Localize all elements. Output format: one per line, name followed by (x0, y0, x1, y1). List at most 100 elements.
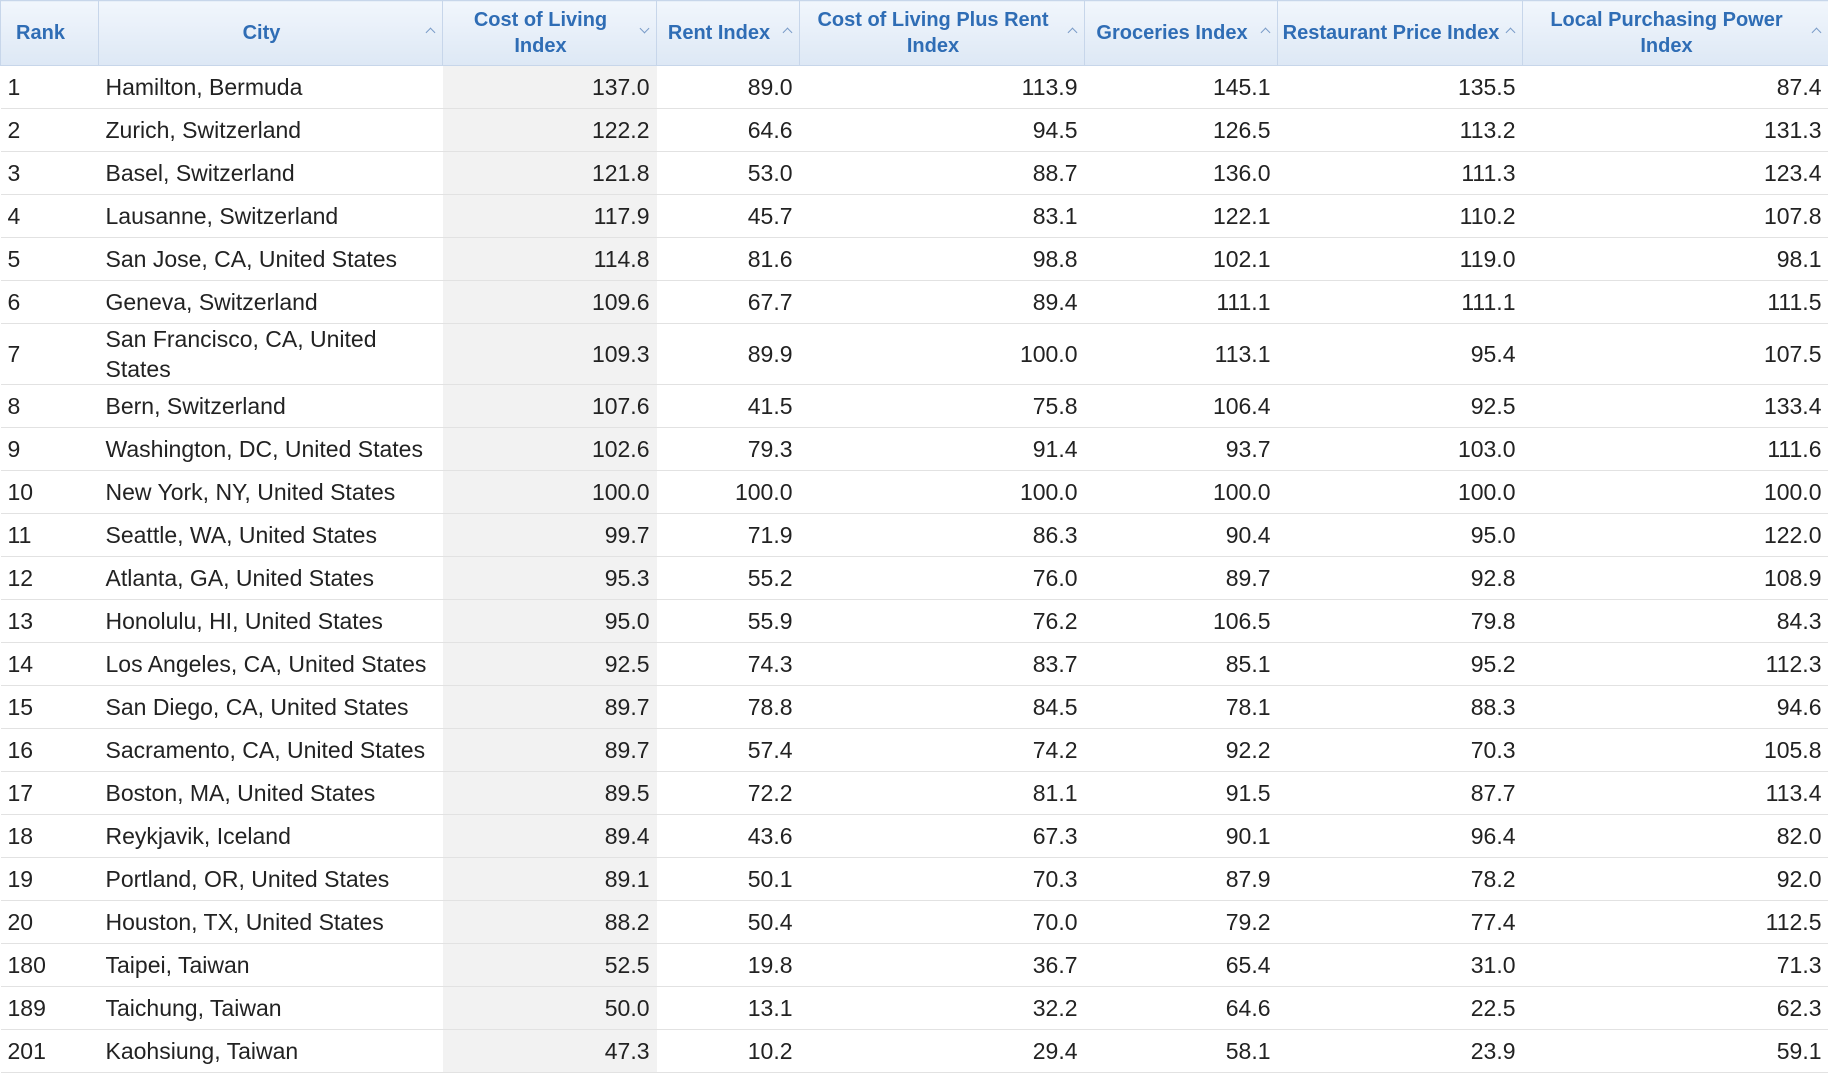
column-header[interactable]: Groceries Index (1084, 0, 1278, 66)
table-row: 14 Los Angeles, CA, United States 92.5 74.3… (0, 642, 1828, 686)
city-cell: San Diego, CA, United States (98, 685, 443, 729)
index-cell: 31.0 (1277, 943, 1523, 987)
index-cell: 67.7 (656, 280, 800, 324)
city-cell: Lausanne, Switzerland (98, 194, 443, 238)
index-cell: 90.4 (1084, 513, 1278, 557)
index-cell: 29.4 (799, 1029, 1085, 1073)
column-header[interactable]: Rent Index (656, 0, 800, 66)
index-cell: 113.4 (1522, 771, 1828, 815)
index-cell: 111.6 (1522, 427, 1828, 471)
column-header[interactable]: Cost of Living Plus Rent Index (799, 0, 1085, 66)
index-cell: 100.0 (1084, 470, 1278, 514)
index-cell: 112.5 (1522, 900, 1828, 944)
index-cell: 19.8 (656, 943, 800, 987)
column-header[interactable]: Restaurant Price Index (1277, 0, 1523, 66)
table-row: 189 Taichung, Taiwan 50.0 13.1 32.2 64.6 22.5 6… (0, 986, 1828, 1030)
index-cell: 102.6 (442, 427, 657, 471)
city-cell: Hamilton, Bermuda (98, 65, 443, 109)
index-cell: 106.4 (1084, 384, 1278, 428)
index-cell: 50.1 (656, 857, 800, 901)
city-cell: Houston, TX, United States (98, 900, 443, 944)
index-cell: 81.6 (656, 237, 800, 281)
index-cell: 32.2 (799, 986, 1085, 1030)
index-cell: 122.1 (1084, 194, 1278, 238)
index-cell: 89.1 (442, 857, 657, 901)
index-cell: 64.6 (656, 108, 800, 152)
rank-cell: 7 (0, 323, 99, 385)
index-cell: 91.5 (1084, 771, 1278, 815)
city-cell: Reykjavik, Iceland (98, 814, 443, 858)
index-cell: 92.5 (1277, 384, 1523, 428)
index-cell: 112.3 (1522, 642, 1828, 686)
table-row: 8 Bern, Switzerland 107.6 41.5 75.8 106.4 92.5… (0, 384, 1828, 428)
table-row: 6 Geneva, Switzerland 109.6 67.7 89.4 111.1 11… (0, 280, 1828, 324)
index-cell: 41.5 (656, 384, 800, 428)
index-cell: 113.2 (1277, 108, 1523, 152)
index-cell: 91.4 (799, 427, 1085, 471)
index-cell: 122.0 (1522, 513, 1828, 557)
index-cell: 107.5 (1522, 323, 1828, 385)
rank-cell: 18 (0, 814, 99, 858)
index-cell: 100.0 (799, 470, 1085, 514)
index-cell: 81.1 (799, 771, 1085, 815)
header-row: Rank City Cost of Living Index Rent Index Co… (0, 0, 1828, 66)
column-header[interactable]: Local Purchasing Power Index (1522, 0, 1828, 66)
index-cell: 89.0 (656, 65, 800, 109)
city-cell: Kaohsiung, Taiwan (98, 1029, 443, 1073)
column-header[interactable]: City (98, 0, 443, 66)
index-cell: 71.3 (1522, 943, 1828, 987)
index-cell: 137.0 (442, 65, 657, 109)
index-cell: 76.2 (799, 599, 1085, 643)
index-cell: 89.5 (442, 771, 657, 815)
rank-cell: 8 (0, 384, 99, 428)
index-cell: 83.7 (799, 642, 1085, 686)
table-row: 3 Basel, Switzerland 121.8 53.0 88.7 136.0 111… (0, 151, 1828, 195)
index-cell: 36.7 (799, 943, 1085, 987)
table-row: 11 Seattle, WA, United States 99.7 71.9 86.3… (0, 513, 1828, 557)
index-cell: 58.1 (1084, 1029, 1278, 1073)
city-cell: Seattle, WA, United States (98, 513, 443, 557)
city-cell: Washington, DC, United States (98, 427, 443, 471)
table-row: 18 Reykjavik, Iceland 89.4 43.6 67.3 90.1 96.4… (0, 814, 1828, 858)
city-cell: San Jose, CA, United States (98, 237, 443, 281)
rank-cell: 14 (0, 642, 99, 686)
index-cell: 109.6 (442, 280, 657, 324)
index-cell: 65.4 (1084, 943, 1278, 987)
index-cell: 117.9 (442, 194, 657, 238)
column-header[interactable]: Cost of Living Index (442, 0, 657, 66)
city-cell: Sacramento, CA, United States (98, 728, 443, 772)
index-cell: 95.0 (1277, 513, 1523, 557)
index-cell: 94.5 (799, 108, 1085, 152)
index-cell: 55.2 (656, 556, 800, 600)
table-row: 19 Portland, OR, United States 89.1 50.1 70.… (0, 857, 1828, 901)
index-cell: 89.4 (799, 280, 1085, 324)
index-cell: 107.6 (442, 384, 657, 428)
index-cell: 106.5 (1084, 599, 1278, 643)
rank-cell: 189 (0, 986, 99, 1030)
index-cell: 64.6 (1084, 986, 1278, 1030)
index-cell: 22.5 (1277, 986, 1523, 1030)
city-cell: Taichung, Taiwan (98, 986, 443, 1030)
index-cell: 92.0 (1522, 857, 1828, 901)
index-cell: 99.7 (442, 513, 657, 557)
index-cell: 111.5 (1522, 280, 1828, 324)
index-cell: 126.5 (1084, 108, 1278, 152)
city-cell: Taipei, Taiwan (98, 943, 443, 987)
index-cell: 122.2 (442, 108, 657, 152)
rank-cell: 6 (0, 280, 99, 324)
rank-cell: 201 (0, 1029, 99, 1073)
index-cell: 88.2 (442, 900, 657, 944)
index-cell: 89.9 (656, 323, 800, 385)
index-cell: 86.3 (799, 513, 1085, 557)
index-cell: 74.2 (799, 728, 1085, 772)
index-cell: 84.3 (1522, 599, 1828, 643)
index-cell: 131.3 (1522, 108, 1828, 152)
table-row: 12 Atlanta, GA, United States 95.3 55.2 76.0… (0, 556, 1828, 600)
city-cell: Basel, Switzerland (98, 151, 443, 195)
index-cell: 70.3 (799, 857, 1085, 901)
index-cell: 23.9 (1277, 1029, 1523, 1073)
rank-cell: 4 (0, 194, 99, 238)
column-header[interactable]: Rank (0, 0, 99, 66)
index-cell: 100.0 (442, 470, 657, 514)
